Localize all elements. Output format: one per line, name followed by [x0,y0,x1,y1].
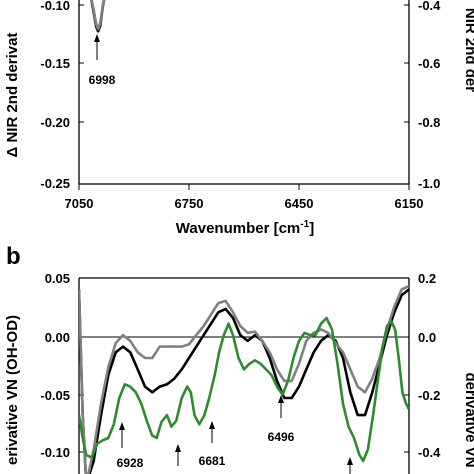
panel-b-y-axis-label-left: erivative VN (OH-OD) [4,315,21,465]
peak-label-6998: 6998 [89,73,116,87]
panel-b-series-group [79,284,409,474]
panel-b-ytick-right: 0.2 [418,271,436,286]
panel-a-ytick-right: -0.4 [418,0,441,13]
panel-a-ytick-right: -0.8 [418,115,440,130]
panel-a-y-axis-label-left: Δ NIR 2nd derivat [4,33,21,158]
panel-b-ytick-left: 0.00 [45,330,70,345]
series-line-2 [79,316,409,463]
peak-arrowhead-6840 [175,444,181,452]
panel-b-label: b [6,243,21,270]
x-axis-label-end: ] [309,220,314,237]
peak-arrowhead-6681 [209,421,215,429]
panel-b-y-axis-label-right: derivative VN [462,372,474,467]
panel-b-ytick-left: 0.05 [45,271,70,286]
peak-label-6928: 6928 [117,456,144,470]
panel-b-ytick-left: -0.05 [40,388,70,403]
series-line-1 [90,0,106,31]
panel-b: b 0.05 0.00 -0.05 -0.10 0.2 0.0 -0.2 -0.… [4,243,474,474]
panel-a-xtick-label: 7050 [65,196,94,211]
peak-label-6681: 6681 [199,454,226,468]
panel-a-ytick-left: -0.15 [40,56,70,71]
panel-a-xtick-label: 6750 [175,196,204,211]
panel-a-ytick-left: -0.20 [40,115,70,130]
panel-a-xtick-label: 6150 [395,196,424,211]
peak-arrowhead-6275 [347,457,353,465]
peak-arrowhead-6928 [119,422,125,430]
peak-arrowhead-6998 [94,34,100,42]
x-axis-label-sup: -1 [300,219,309,230]
peak-arrowhead-6496 [278,395,284,403]
panel-a-x-axis-label: Wavenumber [cm-1] [176,219,314,237]
panel-a-series-group [90,0,106,33]
panel-b-ytick-right: -0.2 [418,388,440,403]
panel-b-ytick-right: -0.4 [418,445,441,460]
panel-a-y-axis-label-right: NIR 2nd der [462,8,474,92]
series-line-1 [79,284,409,474]
panel-a-ytick-left: -0.10 [40,0,70,13]
panel-b-ytick-left: -0.10 [40,445,70,460]
peak-label-6496: 6496 [268,430,295,444]
panel-a-ytick-right: -1.0 [418,176,440,191]
panel-b-ytick-right: 0.0 [418,330,436,345]
x-axis-label-main: Wavenumber [cm [176,220,300,237]
series-line-0 [79,288,409,474]
panel-a-ytick-right: -0.6 [418,56,440,71]
panel-a-ytick-left: -0.25 [40,176,70,191]
panel-a-xtick-label: 6450 [285,196,314,211]
panel-a: -0.10 -0.15 -0.20 -0.25 -0.4 -0.6 -0.8 -… [4,0,474,237]
